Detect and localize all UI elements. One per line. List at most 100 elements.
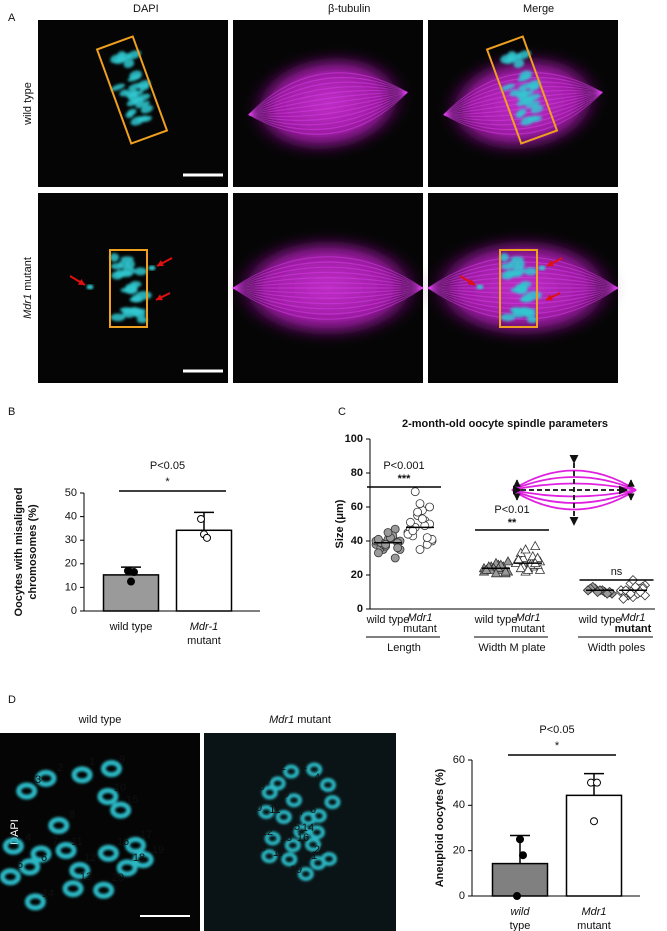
y-tick-label: 10 <box>65 581 77 593</box>
column-header: β-tubulin <box>328 3 370 15</box>
data-point <box>417 514 427 524</box>
y-tick-label: 60 <box>453 754 465 766</box>
data-point <box>534 564 546 574</box>
y-axis-label: Aneuploid oocytes (%) <box>434 768 446 887</box>
chromosome <box>48 817 70 835</box>
column-header-part: mutant <box>294 714 331 726</box>
chromosome-number: 8 <box>69 809 75 821</box>
spindle-fiber <box>232 287 424 315</box>
chromosome <box>275 809 292 824</box>
chromosomes <box>110 50 154 126</box>
x-tick-label: Mdr-1 <box>190 621 219 633</box>
chromosome <box>526 290 542 300</box>
spindle-fiber <box>443 81 603 116</box>
data-point <box>422 533 432 542</box>
spindle-fiber <box>232 287 424 320</box>
chromosome-number: 6 <box>41 852 47 864</box>
data-point <box>203 533 211 542</box>
chromosome-number: 2 <box>57 762 63 774</box>
spindle-fiber <box>232 256 424 289</box>
data-point <box>415 499 425 509</box>
chromosome <box>122 266 136 276</box>
box <box>485 35 559 145</box>
chromosome <box>110 83 126 91</box>
chromosome <box>128 90 144 98</box>
chromosome-number: 12 <box>84 852 96 864</box>
spindle-fiber <box>232 261 424 289</box>
spindle-fiber <box>443 91 603 131</box>
chromosome <box>324 795 341 810</box>
y-tick-label: 30 <box>65 534 77 546</box>
spindle-fiber <box>248 91 408 126</box>
chromosome <box>297 866 314 881</box>
chromosome-number: 7 <box>299 806 305 818</box>
y-tick-label: 40 <box>453 799 465 811</box>
chromosome <box>258 804 275 819</box>
x-tick-label: wild type <box>578 614 622 626</box>
chromosome-number: 3 <box>265 772 271 784</box>
spindle-fiber <box>443 72 603 116</box>
spindle-fiber <box>248 76 408 116</box>
column-header: wild type <box>78 714 122 726</box>
data-point <box>625 588 636 599</box>
spindle-fiber <box>248 91 408 116</box>
row-label-part: Mdr1 <box>22 294 34 319</box>
spindle-fiber <box>232 287 424 310</box>
chromosome <box>2 837 24 855</box>
p-value: P<0.05 <box>150 460 185 472</box>
spindle-fiber <box>427 287 619 305</box>
spindle <box>248 52 408 155</box>
significance: ** <box>508 517 517 529</box>
spindle-fiber <box>248 91 408 131</box>
spindle-fiber <box>248 91 408 116</box>
chromosome <box>525 101 541 109</box>
chromosome <box>512 307 526 315</box>
spindle <box>232 236 424 340</box>
bar <box>175 529 233 612</box>
column-header-part: wild type <box>78 714 122 726</box>
arrow-head <box>156 294 163 301</box>
group-label: Width poles <box>588 642 646 654</box>
data-point <box>602 588 613 599</box>
chromosome <box>284 838 301 853</box>
chromosome <box>110 313 126 322</box>
box <box>95 35 169 145</box>
significance: *** <box>398 473 412 485</box>
y-tick-label: 80 <box>351 467 363 479</box>
x-tick-label: wild type <box>366 614 410 626</box>
chromosome <box>71 766 93 784</box>
x-tick-label: mutant <box>511 623 545 635</box>
chromosome <box>110 801 132 819</box>
arrow-head <box>78 278 85 285</box>
chromosome <box>512 266 526 276</box>
spindle-fiber <box>248 72 408 116</box>
chromosome <box>293 824 310 839</box>
chromosome <box>122 307 136 315</box>
y-tick-label: 0 <box>459 890 465 902</box>
chromosome <box>261 849 278 864</box>
chromosome <box>520 280 532 288</box>
spindle-glow <box>248 52 408 155</box>
chromosome-number: 13 <box>80 871 92 883</box>
chromosomes <box>500 50 544 126</box>
spindle-fiber <box>232 282 424 289</box>
data-point <box>520 544 531 554</box>
row-label: Mdr1 mutant <box>22 257 34 319</box>
chromosome-number: 20 <box>112 872 124 884</box>
chromosome <box>100 760 122 778</box>
column-header: Merge <box>523 3 554 15</box>
chromosome <box>300 811 317 826</box>
panel-label: A <box>8 12 16 24</box>
chromosome <box>126 99 139 107</box>
x-tick-label: Mdr1 <box>581 906 606 918</box>
p-value: P<0.05 <box>539 724 574 736</box>
chromosome <box>97 844 119 862</box>
micrograph <box>204 733 396 931</box>
box <box>499 249 538 328</box>
chromosome <box>306 762 323 777</box>
chromosome-number: 4 <box>25 832 31 844</box>
chromosome <box>513 59 525 69</box>
column-header: Mdr1 mutant <box>269 714 331 726</box>
chromosome <box>137 79 151 89</box>
chromosome-number: 17 <box>273 847 285 859</box>
